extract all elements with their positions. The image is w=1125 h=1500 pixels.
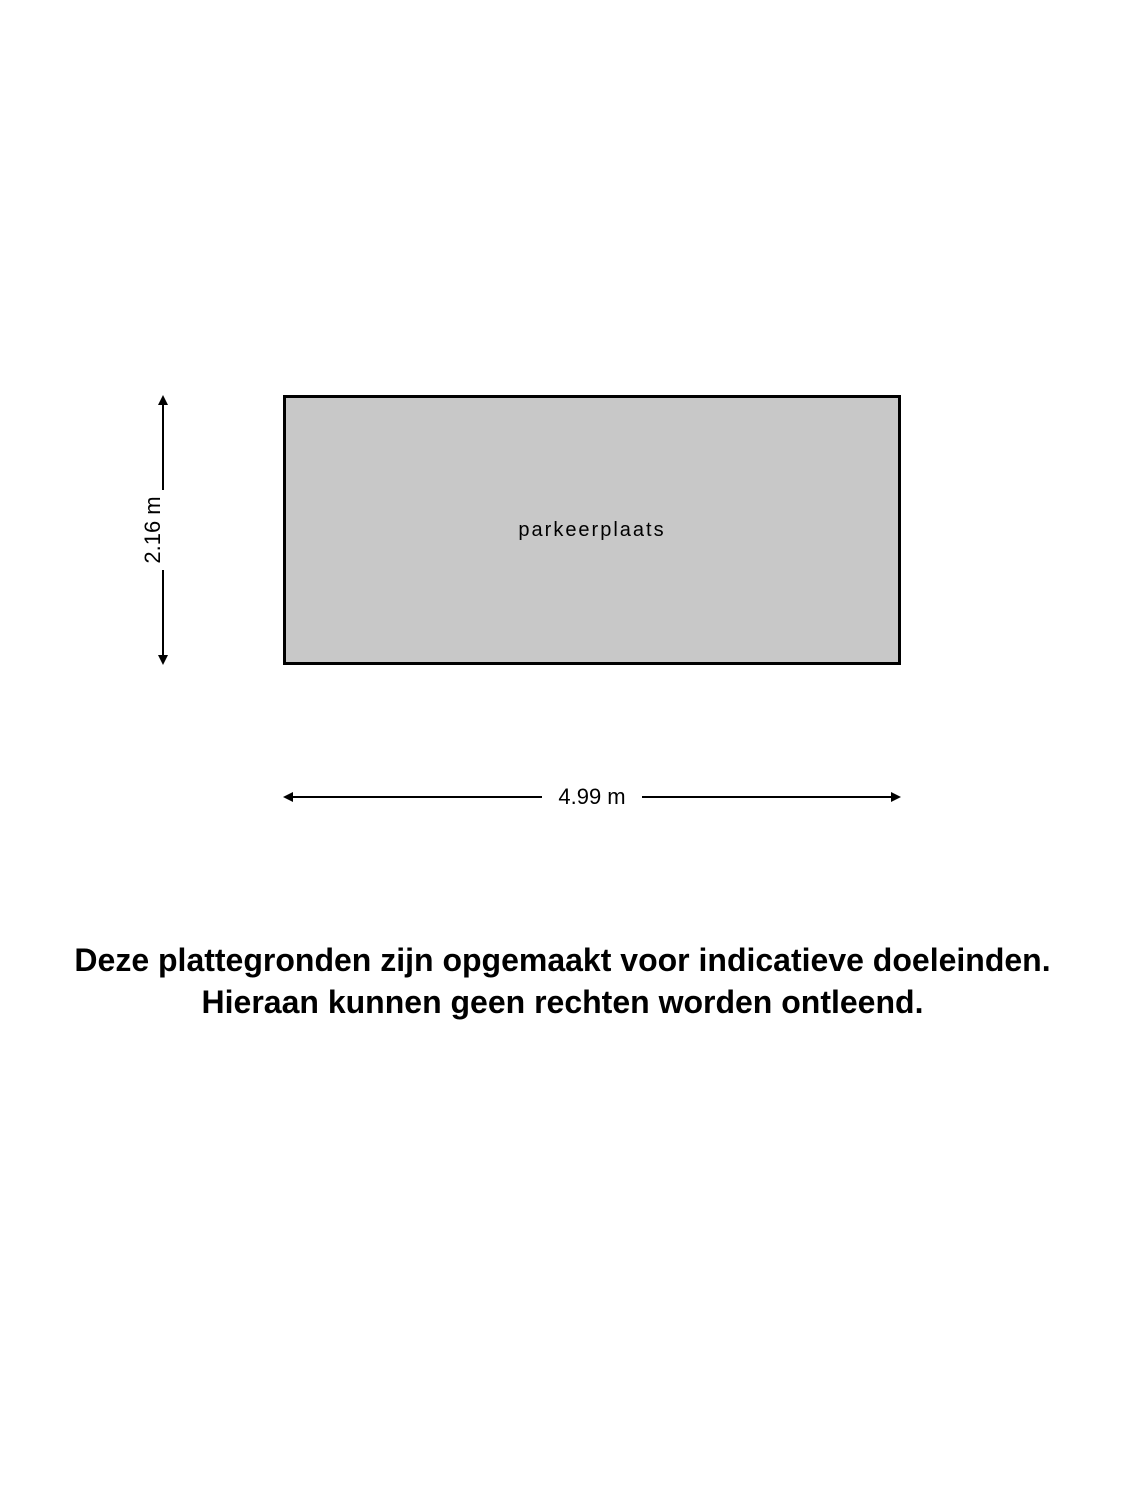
disclaimer-text: Deze plattegronden zijn opgemaakt voor i… [0,940,1125,1023]
parking-space-room: parkeerplaats [283,395,901,665]
room-label: parkeerplaats [518,519,665,542]
height-dimension-label: 2.16 m [140,496,166,563]
width-dimension-label: 4.99 m [558,784,625,810]
disclaimer-line1: Deze plattegronden zijn opgemaakt voor i… [74,942,1050,978]
floorplan-canvas: parkeerplaats 2.16 m 4.99 m Deze platteg… [0,0,1125,1500]
disclaimer-line2: Hieraan kunnen geen rechten worden ontle… [202,984,924,1020]
